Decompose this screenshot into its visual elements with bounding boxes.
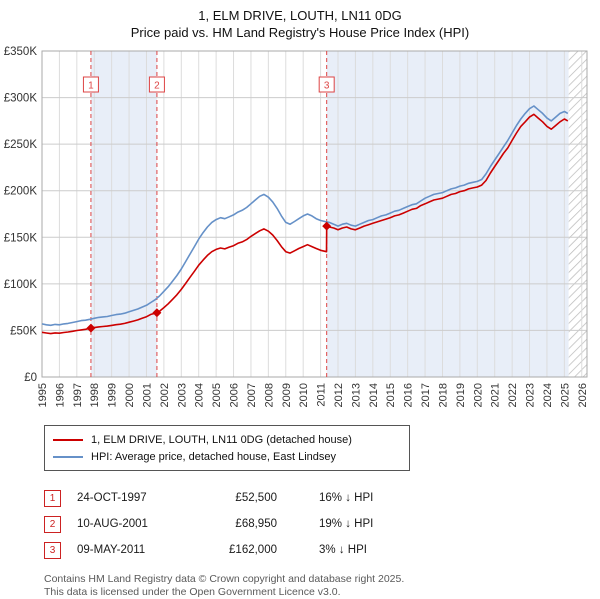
sale-2-marker: 2 (44, 515, 61, 533)
x-axis-tick-label: 1997 (72, 383, 84, 407)
x-axis-tick-label: 2005 (211, 383, 223, 407)
legend-label-property: 1, ELM DRIVE, LOUTH, LN11 0DG (detached … (91, 433, 352, 446)
x-axis-tick-label: 2008 (263, 383, 275, 407)
sale-flag-box (148, 76, 165, 93)
future-hatch-region (568, 51, 587, 377)
x-axis-tick-label: 2015 (385, 383, 397, 407)
x-axis-tick-label: 2014 (368, 383, 380, 407)
table-row: 2 10-AUG-2001 £68,950 19% ↓ HPI (44, 511, 600, 537)
sale-1-vs-hpi: 16% ↓ HPI (319, 492, 374, 504)
x-axis-tick-label: 2007 (246, 383, 258, 407)
y-axis-tick-label: £0 (24, 372, 37, 384)
y-axis-tick-label: £50K (10, 325, 37, 337)
x-axis-tick-label: 2012 (333, 383, 345, 407)
x-axis-tick-label: 2021 (490, 383, 502, 407)
table-row: 3 09-MAY-2011 £162,000 3% ↓ HPI (44, 537, 600, 563)
x-axis-tick-label: 2003 (176, 383, 188, 407)
chart-title-address: 1, ELM DRIVE, LOUTH, LN11 0DG (198, 8, 402, 23)
sale-point-marker (322, 221, 332, 231)
x-axis-tick-label: 2002 (159, 383, 171, 407)
x-axis-tick-label: 2022 (507, 383, 519, 407)
sale-2-date: 10-AUG-2001 (77, 518, 148, 530)
y-axis-tick-label: £300K (4, 93, 38, 105)
sale-3-marker: 3 (44, 541, 61, 559)
page-title: 1, ELM DRIVE, LOUTH, LN11 0DG Price paid… (0, 0, 600, 41)
y-axis-tick-label: £250K (4, 139, 38, 151)
x-axis-tick-label: 2000 (124, 383, 136, 407)
sale-1-marker: 1 (44, 489, 61, 507)
x-axis-tick-label: 2004 (194, 383, 206, 407)
sale-1-date: 24-OCT-1997 (77, 492, 147, 504)
x-axis-tick-label: 2019 (455, 383, 467, 407)
x-axis-tick-label: 1996 (54, 383, 66, 407)
sale-flag-box (318, 76, 335, 93)
sale-flag-box (82, 76, 99, 93)
x-axis-tick-label: 2013 (350, 383, 362, 407)
table-row: 1 24-OCT-1997 £52,500 16% ↓ HPI (44, 485, 600, 511)
sale-1-price: £52,500 (235, 492, 277, 504)
footer-line-2: This data is licensed under the Open Gov… (44, 586, 341, 598)
x-axis-tick-label: 1998 (89, 383, 101, 407)
shaded-band (326, 51, 569, 377)
hpi-line-swatch (53, 455, 83, 458)
y-axis-tick-label: £350K (4, 46, 38, 58)
shaded-band (90, 51, 157, 377)
x-axis-tick-label: 2016 (403, 383, 415, 407)
x-axis-tick-label: 2010 (298, 383, 310, 407)
hpi-line (41, 105, 569, 327)
x-axis-tick-label: 2009 (281, 383, 293, 407)
sale-2-price: £68,950 (235, 518, 277, 530)
x-axis-tick-label: 2001 (141, 383, 153, 407)
x-axis-tick-label: 2024 (542, 383, 554, 407)
chart-subtitle: Price paid vs. HM Land Registry's House … (130, 25, 470, 40)
sale-flag-number: 2 (154, 81, 160, 92)
y-axis-tick-label: £150K (4, 232, 38, 244)
legend-item-property: 1, ELM DRIVE, LOUTH, LN11 0DG (detached … (53, 431, 401, 448)
sale-2-vs-hpi: 19% ↓ HPI (319, 518, 374, 530)
copyright-footer: Contains HM Land Registry data © Crown c… (44, 573, 600, 599)
chart-legend: 1, ELM DRIVE, LOUTH, LN11 0DG (detached … (44, 425, 410, 471)
x-axis-tick-label: 2011 (316, 383, 328, 407)
legend-label-hpi: HPI: Average price, detached house, East… (91, 450, 337, 463)
x-axis-tick-label: 2025 (559, 383, 571, 407)
x-axis-tick-label: 2017 (420, 383, 432, 407)
legend-item-hpi: HPI: Average price, detached house, East… (53, 448, 401, 465)
x-axis-tick-label: 2026 (577, 383, 589, 407)
y-axis-tick-label: £200K (4, 186, 38, 198)
x-axis-tick-label: 1995 (37, 383, 49, 407)
sale-point-marker (86, 323, 96, 333)
property-line-swatch (53, 438, 83, 441)
footer-line-1: Contains HM Land Registry data © Crown c… (44, 573, 405, 585)
transaction-table: 1 24-OCT-1997 £52,500 16% ↓ HPI 2 10-AUG… (44, 485, 600, 563)
price-chart-svg: 1 2 3 £0 £50K £100K £150K £200K £250K £300K £350K 1… (4, 46, 589, 407)
y-axis-tick-label: £100K (4, 279, 38, 291)
sale-point-marker (152, 308, 162, 318)
sale-3-price: £162,000 (229, 544, 277, 556)
x-axis-tick-label: 2020 (472, 383, 484, 407)
property-price-line (41, 113, 569, 335)
x-axis-tick-label: 2023 (525, 383, 537, 407)
price-chart: 1 2 3 £0 £50K £100K £150K £200K £250K £300K £350K 1… (0, 43, 600, 419)
sale-3-date: 09-MAY-2011 (77, 544, 146, 556)
sale-flag-number: 3 (324, 81, 330, 92)
x-axis-tick-label: 2006 (229, 383, 241, 407)
x-axis-tick-label: 2018 (437, 383, 449, 407)
sale-3-vs-hpi: 3% ↓ HPI (319, 544, 367, 556)
sale-flag-number: 1 (88, 81, 94, 92)
x-axis-tick-label: 1999 (107, 383, 119, 407)
